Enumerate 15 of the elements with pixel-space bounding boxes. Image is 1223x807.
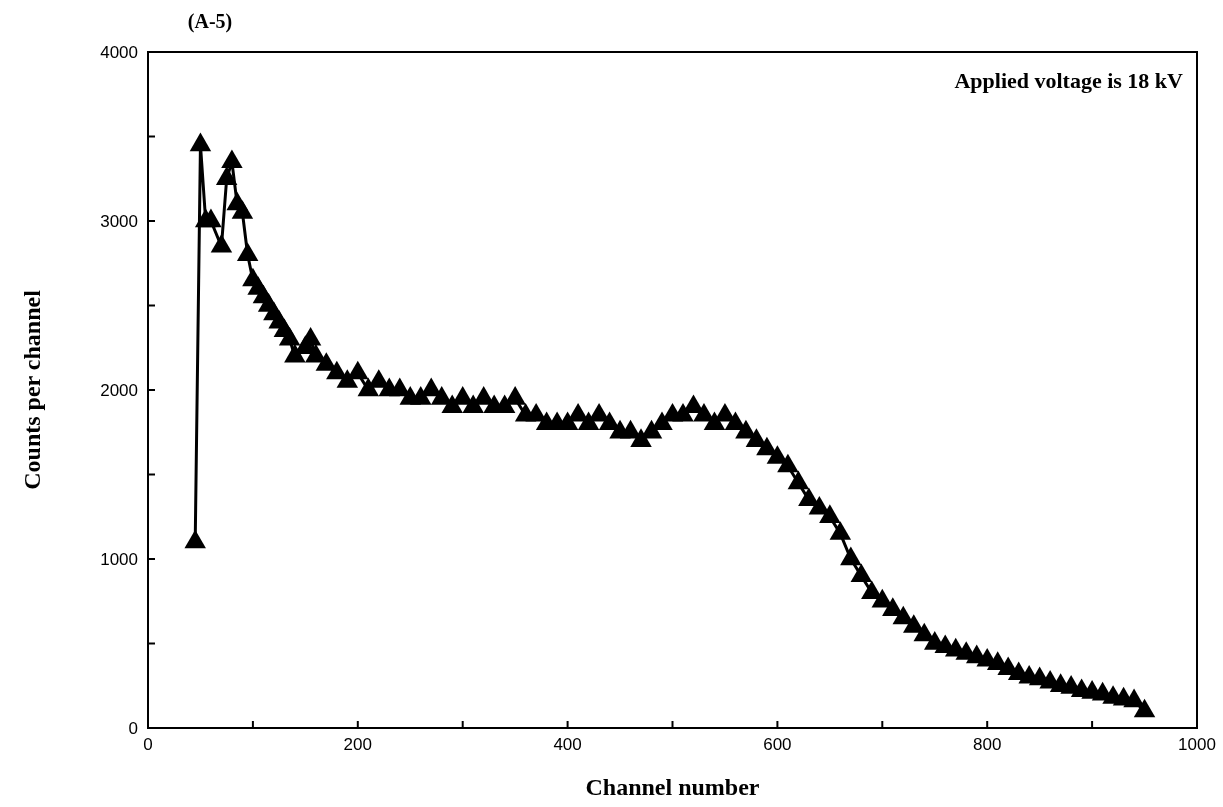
- y-tick-label: 2000: [100, 380, 138, 400]
- x-tick-label: 200: [343, 735, 372, 754]
- x-tick-label: 800: [973, 735, 1002, 754]
- x-axis-title: Channel number: [585, 774, 760, 800]
- y-tick-label: 1000: [100, 549, 138, 569]
- x-tick-label: 600: [763, 735, 792, 754]
- y-tick-label: 4000: [100, 42, 138, 62]
- y-axis-title: Counts per channel: [19, 289, 45, 490]
- chart-title: (A-5): [187, 10, 233, 33]
- y-tick-label: 3000: [100, 211, 138, 231]
- annotation: Applied voltage is 18 kV: [954, 68, 1184, 93]
- x-tick-label: 400: [553, 735, 582, 754]
- y-tick-label: 0: [128, 718, 138, 738]
- x-tick-label: 0: [143, 735, 153, 754]
- x-tick-label: 1000: [1178, 735, 1216, 754]
